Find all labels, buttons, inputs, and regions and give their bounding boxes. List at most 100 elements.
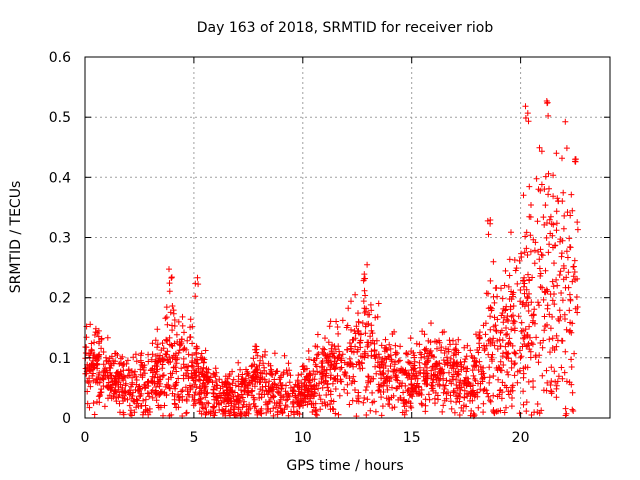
data-point [417,390,424,397]
data-point [381,359,387,366]
data-point [516,410,523,417]
data-point [500,362,507,368]
data-point [275,389,281,396]
data-point [510,303,517,309]
data-point [549,335,556,342]
data-point [238,387,244,394]
data-point [416,390,423,397]
data-point [484,390,491,397]
data-point [266,378,273,385]
data-point [364,261,371,268]
data-point [243,366,249,373]
data-point [203,369,210,375]
data-point [159,365,166,372]
data-point [124,372,131,379]
data-point [520,388,527,395]
data-point [497,358,504,365]
data-point [98,345,105,352]
data-point [508,326,515,333]
data-point [328,361,335,368]
data-point [469,367,476,374]
data-point [364,343,371,350]
data-point [317,406,324,413]
data-point [474,347,481,353]
data-point [435,375,442,382]
data-point [300,362,307,369]
data-point [566,379,573,386]
data-point [439,370,445,377]
data-point [365,374,372,381]
data-point [320,373,327,380]
data-point [554,195,561,202]
data-point [476,358,483,365]
data-point [296,403,303,410]
data-point [455,370,461,377]
data-point [499,379,506,386]
data-point [481,347,488,354]
data-point [535,186,542,193]
data-point [392,342,399,349]
data-point [100,375,107,382]
data-point [527,348,534,355]
data-point [535,299,541,306]
data-point [352,291,359,298]
data-point [559,297,566,304]
data-point [195,397,202,404]
data-point [179,322,186,329]
data-point [549,278,556,285]
data-point [283,367,290,374]
data-point [487,326,494,333]
data-point [112,382,119,389]
data-point [556,317,563,324]
data-point [186,391,193,398]
data-point [456,379,463,386]
data-point [461,377,468,384]
data-point [453,376,460,383]
data-point [195,376,202,383]
data-point [144,407,151,414]
data-point [254,411,261,418]
data-point [440,389,447,396]
data-point [555,373,562,380]
data-point [494,316,501,323]
data-point [447,355,454,362]
data-point [536,265,543,272]
data-point [381,379,388,386]
data-point [490,407,497,413]
data-point [187,324,194,331]
data-point [539,344,546,351]
data-point [556,307,563,314]
data-point [428,352,435,358]
data-point [551,260,557,267]
data-point [518,319,525,326]
data-point [523,408,530,415]
data-point [477,363,484,370]
data-point [409,393,416,400]
data-point [330,398,337,405]
data-point [546,216,553,223]
y-axis-label: SRMTID / TECUs [8,181,24,294]
y-tick-labels: 0 0.1 0.2 0.3 0.4 0.5 0.6 [49,50,71,427]
data-point [362,275,368,282]
data-point [531,247,538,254]
data-point [241,384,248,390]
data-point [487,313,494,320]
data-point [90,352,97,359]
data-point [545,112,552,119]
data-point [557,268,564,275]
data-point [386,401,393,408]
data-point [381,345,388,351]
data-point [346,375,353,382]
data-point [391,404,398,411]
data-point [398,382,405,389]
data-point [469,389,475,396]
data-point [503,325,509,331]
data-point [488,354,495,361]
y-tick-label-0.2: 0.2 [49,291,71,307]
data-point [568,364,575,370]
data-point [486,364,493,371]
data-point [323,392,330,398]
data-point [441,397,448,404]
data-point [336,348,343,355]
data-point [558,364,565,371]
